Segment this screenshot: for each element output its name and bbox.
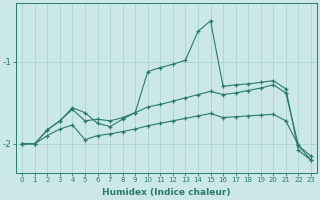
X-axis label: Humidex (Indice chaleur): Humidex (Indice chaleur) (102, 188, 231, 197)
